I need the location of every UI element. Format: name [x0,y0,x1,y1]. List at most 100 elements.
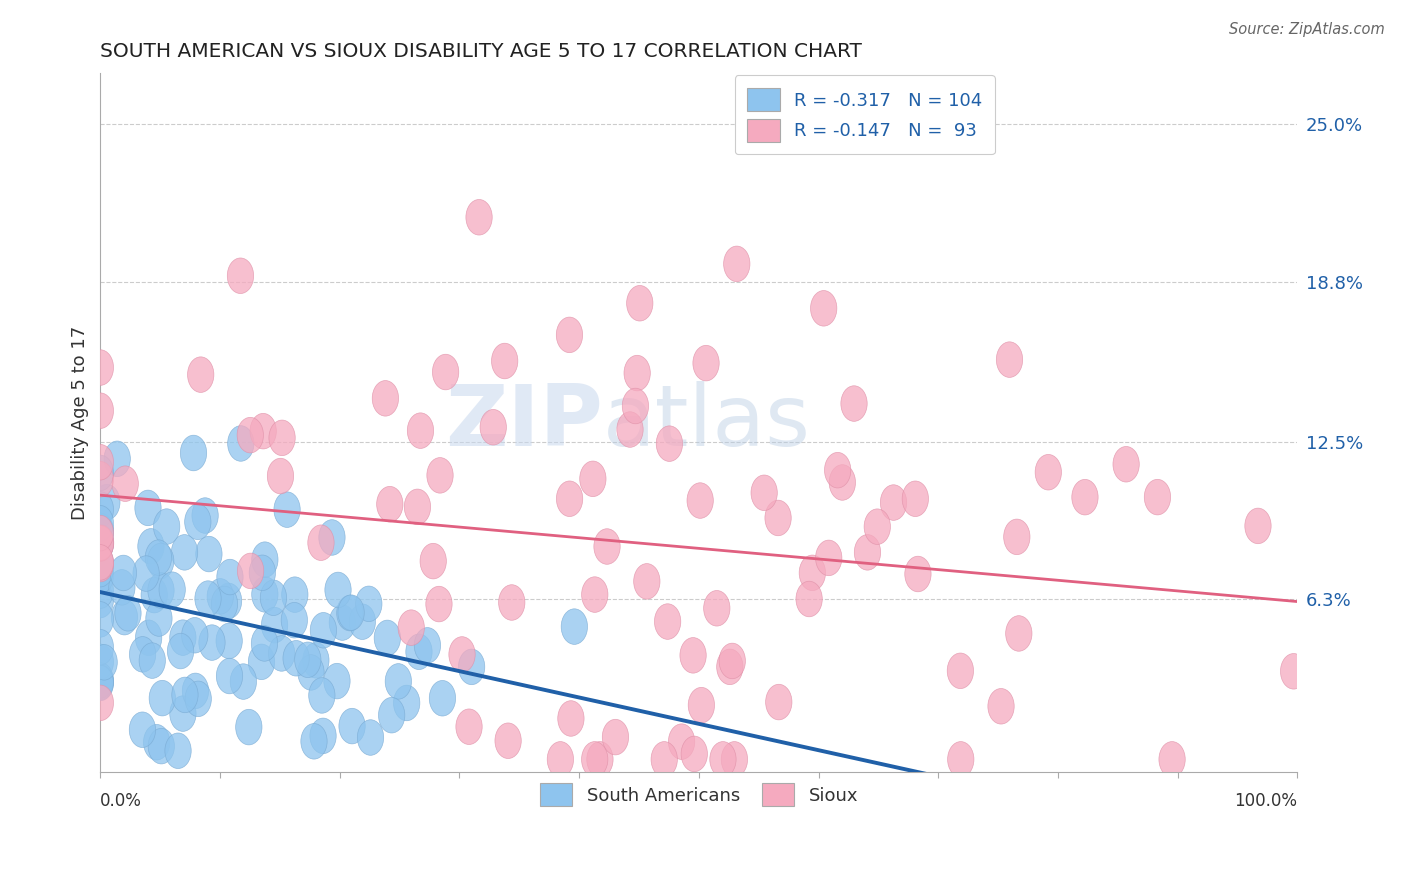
Ellipse shape [356,586,382,622]
Ellipse shape [1035,454,1062,490]
Ellipse shape [458,649,485,685]
Ellipse shape [87,665,114,700]
Ellipse shape [211,586,238,622]
Ellipse shape [688,483,713,518]
Ellipse shape [561,609,588,644]
Ellipse shape [87,513,114,549]
Ellipse shape [718,643,745,679]
Ellipse shape [329,605,356,640]
Ellipse shape [134,556,159,591]
Ellipse shape [172,534,198,570]
Ellipse shape [249,555,276,591]
Ellipse shape [217,559,243,595]
Ellipse shape [195,581,221,616]
Ellipse shape [905,557,931,591]
Ellipse shape [495,723,522,758]
Ellipse shape [319,520,344,555]
Ellipse shape [87,525,114,561]
Ellipse shape [262,607,288,643]
Ellipse shape [948,653,973,689]
Ellipse shape [252,541,278,577]
Ellipse shape [824,452,851,488]
Ellipse shape [449,637,475,673]
Ellipse shape [87,393,114,428]
Ellipse shape [87,455,114,491]
Ellipse shape [295,642,321,678]
Ellipse shape [796,582,823,616]
Ellipse shape [309,678,335,714]
Ellipse shape [557,317,582,352]
Ellipse shape [217,624,242,658]
Ellipse shape [269,636,295,671]
Ellipse shape [717,649,742,685]
Ellipse shape [87,444,114,480]
Ellipse shape [143,724,170,760]
Ellipse shape [281,577,308,613]
Y-axis label: Disability Age 5 to 17: Disability Age 5 to 17 [72,326,89,520]
Ellipse shape [325,572,352,607]
Ellipse shape [456,709,482,745]
Ellipse shape [479,409,506,445]
Ellipse shape [87,491,114,527]
Ellipse shape [269,420,295,456]
Ellipse shape [415,628,440,663]
Ellipse shape [634,564,659,599]
Ellipse shape [1159,741,1185,777]
Ellipse shape [582,577,607,613]
Ellipse shape [301,723,328,759]
Ellipse shape [557,481,582,516]
Ellipse shape [1281,654,1306,690]
Ellipse shape [465,200,492,235]
Ellipse shape [586,741,613,777]
Ellipse shape [139,643,166,679]
Ellipse shape [87,665,114,701]
Ellipse shape [681,638,706,673]
Ellipse shape [170,620,195,656]
Ellipse shape [267,458,294,494]
Ellipse shape [710,741,737,777]
Ellipse shape [260,580,287,615]
Ellipse shape [159,572,186,607]
Ellipse shape [579,461,606,497]
Ellipse shape [681,736,707,772]
Ellipse shape [309,718,336,754]
Ellipse shape [111,599,138,635]
Ellipse shape [249,644,274,680]
Ellipse shape [231,664,256,699]
Ellipse shape [87,524,114,560]
Ellipse shape [87,516,114,551]
Text: atlas: atlas [603,381,811,464]
Ellipse shape [87,663,114,698]
Ellipse shape [228,425,254,461]
Ellipse shape [193,498,218,533]
Ellipse shape [170,696,195,731]
Ellipse shape [146,600,172,636]
Ellipse shape [810,291,837,326]
Ellipse shape [87,506,114,541]
Ellipse shape [1004,519,1031,555]
Ellipse shape [135,620,162,656]
Ellipse shape [207,579,233,615]
Ellipse shape [311,613,336,648]
Ellipse shape [186,681,211,716]
Ellipse shape [602,719,628,755]
Ellipse shape [657,425,682,461]
Ellipse shape [668,724,695,759]
Ellipse shape [654,604,681,640]
Ellipse shape [405,489,430,524]
Ellipse shape [87,601,114,637]
Ellipse shape [377,486,404,522]
Ellipse shape [1071,479,1098,515]
Ellipse shape [87,685,114,721]
Ellipse shape [148,573,174,608]
Ellipse shape [184,504,211,540]
Ellipse shape [228,258,253,293]
Ellipse shape [948,741,974,777]
Ellipse shape [87,350,114,385]
Ellipse shape [274,491,301,527]
Ellipse shape [1244,508,1271,544]
Ellipse shape [373,381,398,416]
Ellipse shape [433,354,458,390]
Ellipse shape [880,484,907,520]
Ellipse shape [87,461,114,497]
